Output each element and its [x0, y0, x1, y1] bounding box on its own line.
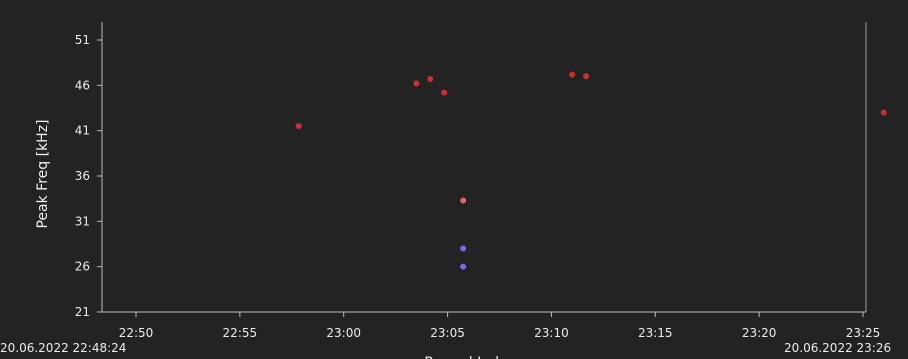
- y-tick-label: 31: [75, 214, 90, 228]
- data-point: [460, 263, 467, 270]
- data-point: [569, 71, 576, 78]
- x-axis-label: Record Index: [424, 355, 515, 359]
- y-axis-ticks: 51 46 41 36 31 26 21: [75, 33, 102, 319]
- data-point: [441, 89, 448, 96]
- x-tick-label: 23:15: [638, 326, 673, 340]
- data-point: [413, 80, 420, 87]
- x-tick-label: 23:10: [534, 326, 569, 340]
- x-axis-ticks: 22:50 22:55 23:00 23:05 23:10 23:15 23:20 23:25: [119, 312, 881, 340]
- x-tick-label: 23:25: [846, 326, 881, 340]
- data-point: [427, 75, 434, 82]
- y-tick-label: 46: [75, 78, 90, 92]
- x-range-start-label: 20.06.2022 22:48:24: [0, 341, 126, 355]
- data-point: [295, 123, 302, 130]
- data-point: [460, 245, 467, 252]
- data-point: [460, 197, 467, 204]
- x-range-end-label: 20.06.2022 23:26: [784, 341, 891, 355]
- data-points: [295, 71, 887, 270]
- data-point: [583, 73, 590, 80]
- x-tick-label: 23:20: [742, 326, 777, 340]
- y-tick-label: 36: [75, 169, 90, 183]
- y-tick-label: 41: [75, 124, 90, 138]
- y-tick-label: 51: [75, 33, 90, 47]
- y-tick-label: 21: [75, 305, 90, 319]
- x-tick-label: 23:00: [326, 326, 361, 340]
- data-point: [880, 109, 887, 116]
- x-tick-label: 22:50: [119, 326, 154, 340]
- y-tick-label: 26: [75, 260, 90, 274]
- y-axis-label: Peak Freq [kHz]: [35, 119, 51, 228]
- x-tick-label: 23:05: [430, 326, 465, 340]
- x-tick-label: 22:55: [223, 326, 258, 340]
